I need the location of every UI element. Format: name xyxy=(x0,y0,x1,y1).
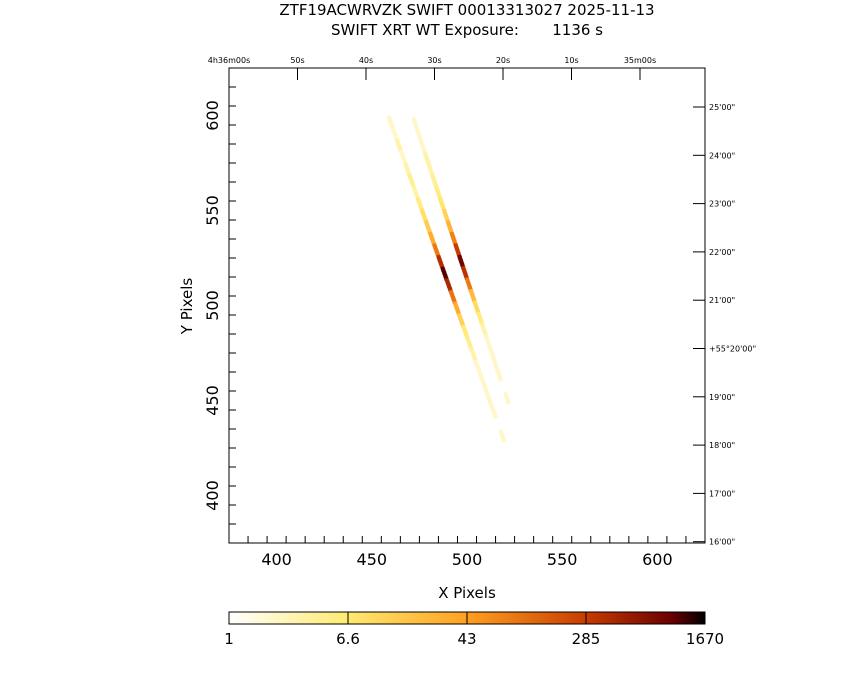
ra-tick-label: 20s xyxy=(496,56,510,65)
ra-tick-label: 35m00s xyxy=(624,56,656,65)
x-axis-label: X Pixels xyxy=(438,584,496,602)
x-tick-label: 600 xyxy=(642,550,673,569)
ra-tick-label: 40s xyxy=(359,56,373,65)
colorbar-tick-label: 6.6 xyxy=(336,630,360,648)
colorbar-ticks: 1 6.6 43 285 1670 xyxy=(224,612,724,648)
y-tick-label: 600 xyxy=(203,100,222,131)
dec-tick-label: 17'00" xyxy=(709,489,735,498)
dec-tick-label: 22'00" xyxy=(709,248,735,257)
streak-0-pixel xyxy=(510,463,515,468)
y-tick-label: 500 xyxy=(203,290,222,321)
dec-tick-label: 25'00" xyxy=(709,103,735,112)
axes: 400 450 500 550 600 400 450 500 550 600 4h36m00s 50… xyxy=(203,56,756,569)
y-tick-label: 400 xyxy=(203,480,222,511)
ra-tick-label: 10s xyxy=(564,56,578,65)
dec-tick-label: +55°20'00" xyxy=(709,345,756,354)
image-pixels xyxy=(387,115,530,468)
x-tick-label: 500 xyxy=(452,550,483,569)
y-tick-label: 450 xyxy=(203,385,222,416)
dec-tick-label: 21'00" xyxy=(709,296,735,305)
dec-tick-label: 24'00" xyxy=(709,151,735,160)
chart-subtitle: SWIFT XRT WT Exposure: 1136 s xyxy=(331,21,603,39)
colorbar-tick-label: 1 xyxy=(224,630,234,648)
plot-frame xyxy=(228,67,706,544)
dec-tick-label: 23'00" xyxy=(709,200,735,209)
colorbar-tick-label: 1670 xyxy=(686,630,724,648)
chart-title: ZTF19ACWRVZK SWIFT 00013313027 2025-11-1… xyxy=(279,1,654,19)
streak-1-pixel xyxy=(526,459,530,464)
dec-tick-label: 19'00" xyxy=(709,393,735,402)
ra-tick-label: 30s xyxy=(427,56,441,65)
ra-tick-label: 50s xyxy=(290,56,304,65)
dec-tick-label: 18'00" xyxy=(709,441,735,450)
y-axis-label: Y Pixels xyxy=(178,278,196,336)
ra-tick-label: 4h36m00s xyxy=(208,56,250,65)
y-tick-label: 550 xyxy=(203,195,222,226)
colorbar-tick-label: 43 xyxy=(457,630,476,648)
x-tick-label: 550 xyxy=(547,550,578,569)
colorbar-tick-label: 285 xyxy=(572,630,601,648)
dec-tick-label: 16'00" xyxy=(709,538,735,547)
x-tick-label: 450 xyxy=(357,550,388,569)
x-tick-label: 400 xyxy=(261,550,292,569)
